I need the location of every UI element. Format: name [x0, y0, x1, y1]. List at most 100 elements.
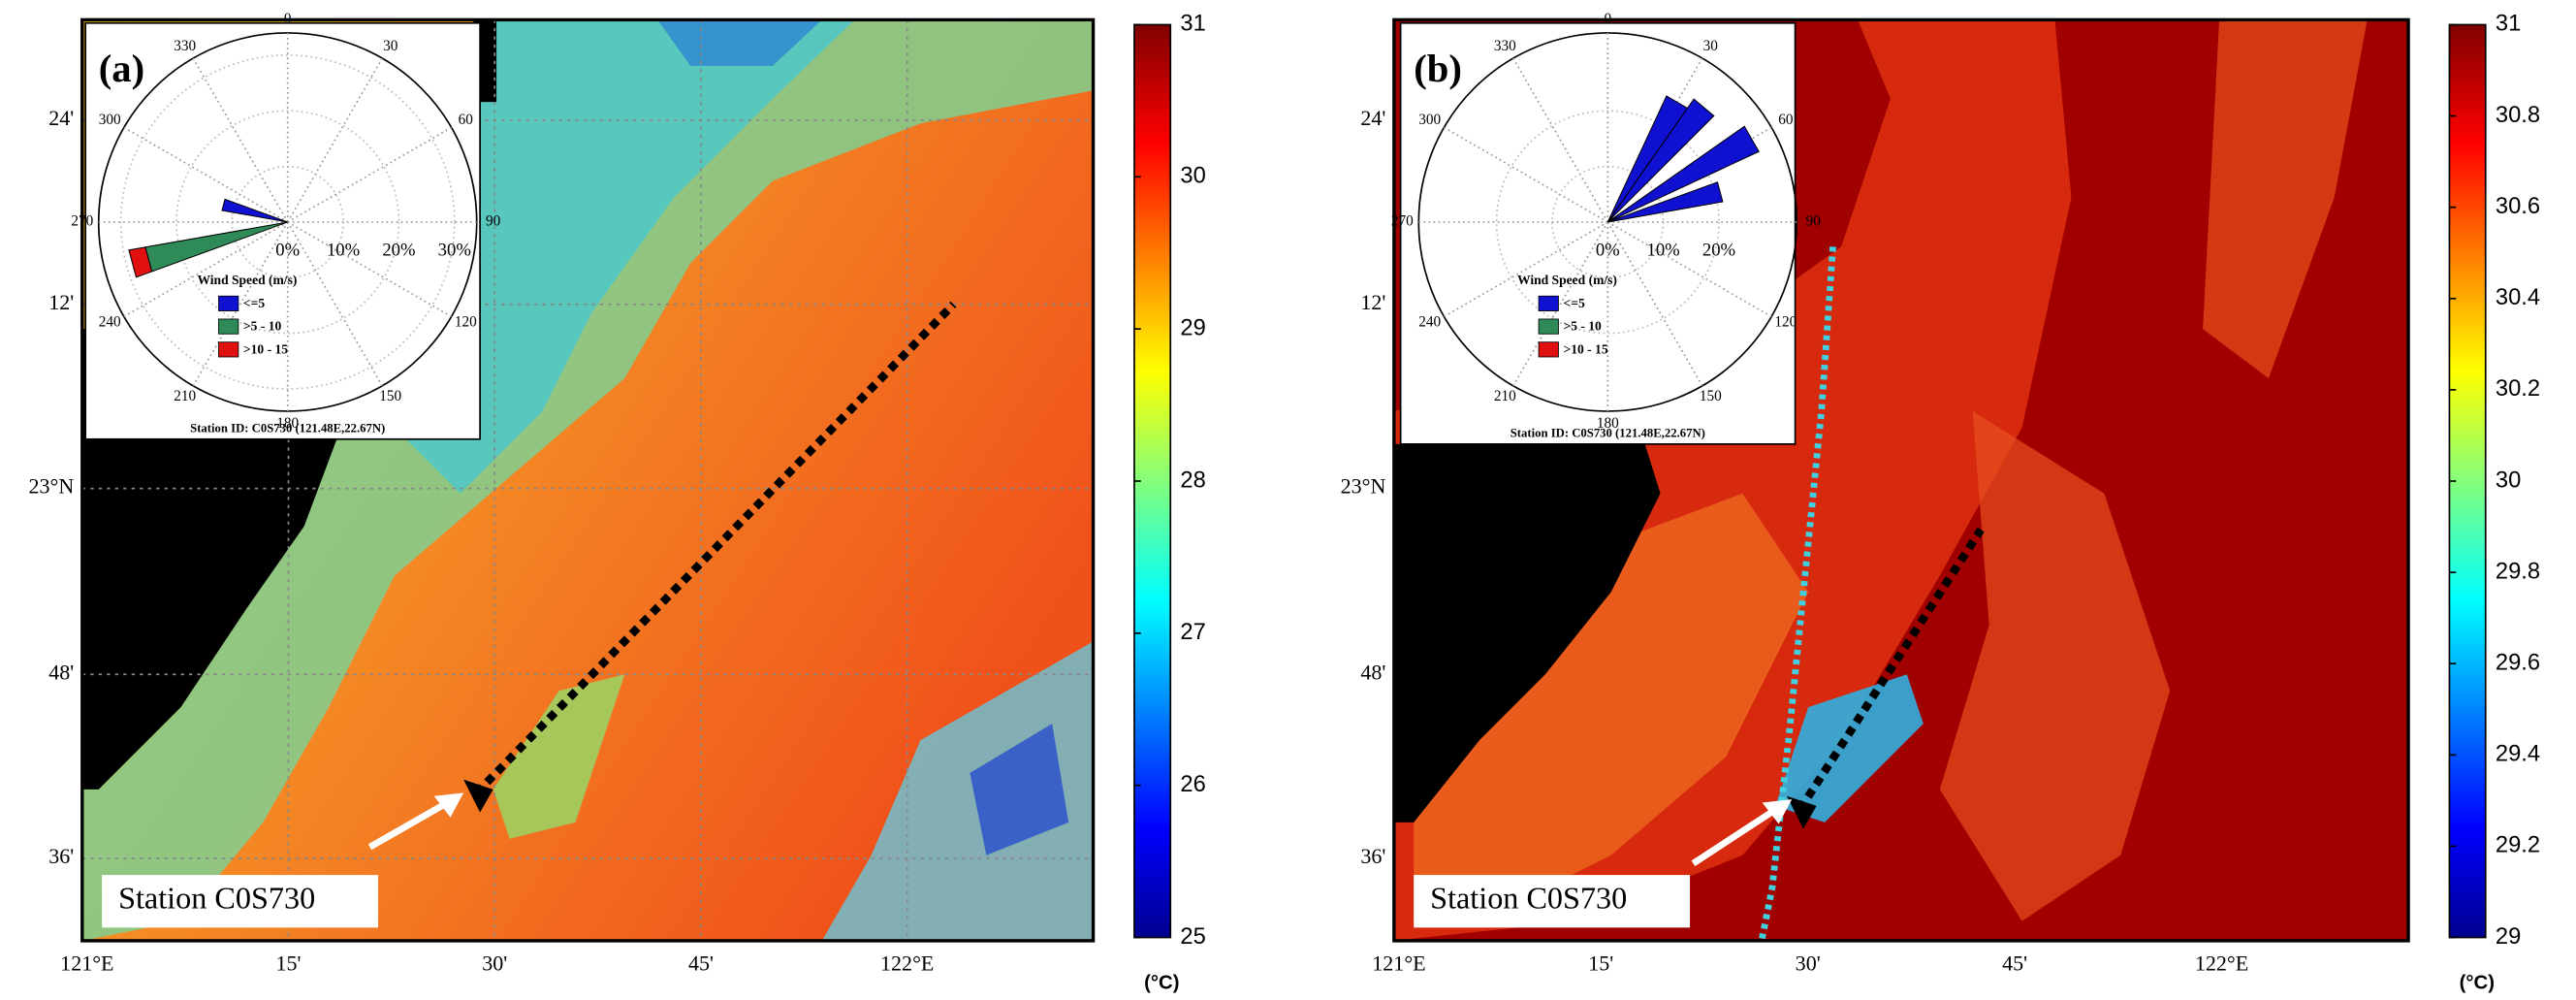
rose-radial-label: 0% [275, 241, 300, 261]
colorbar-tick-label: 27 [1180, 620, 1205, 645]
rose-spoke [286, 221, 383, 387]
y-axis-label: 24' [1360, 106, 1385, 130]
colorbar-tick-label: 29 [1180, 315, 1205, 340]
rose-angle-label: 270 [1391, 212, 1414, 229]
colorbar-tick-label: 30.8 [2496, 103, 2540, 128]
legend-swatch [218, 318, 239, 335]
map-frame [80, 17, 1096, 943]
rose-spoke [287, 221, 453, 318]
x-axis-label: 122°E [880, 951, 934, 975]
inset-label: (b) [1414, 47, 1462, 90]
rose-angle-label: 90 [1806, 212, 1822, 229]
legend-swatch [1538, 341, 1559, 358]
station-id: Station ID: C0S730 (121.48E,22.67N) [190, 422, 385, 435]
y-axis-label: 12' [1360, 290, 1385, 314]
y-axis-label: 23°N [1341, 474, 1386, 499]
station-marker [463, 779, 493, 813]
rose-angle-label: 300 [99, 112, 121, 128]
rose-angle-label: 240 [99, 314, 121, 331]
x-axis-label: 45' [2002, 951, 2027, 975]
y-axis-label: 48' [1360, 660, 1385, 684]
legend-swatch [218, 295, 239, 311]
rose-angle-label: 300 [1418, 112, 1441, 128]
colorbar-tick-label: 28 [1180, 468, 1205, 493]
colorbar-tick-label: 26 [1180, 772, 1205, 797]
colorbar-tick-label: 29.2 [2496, 833, 2540, 858]
rose-angle-label: 30 [383, 38, 398, 54]
colorbar-tick-label: 30 [2496, 468, 2521, 493]
rose-spoke [1606, 221, 1772, 318]
x-axis-label: 121°E [60, 951, 113, 975]
rose-petal [1607, 125, 1760, 223]
rose-angle-label: 0 [284, 11, 292, 27]
annotation: Station C0S730 [1430, 881, 1627, 916]
rose-ring [119, 54, 456, 390]
rose-radial-label: 20% [1702, 241, 1735, 261]
rose-spoke [1512, 221, 1609, 387]
rose-spoke [192, 221, 289, 387]
rose-angle-label: 60 [1778, 112, 1794, 128]
rose-angle-label: 0 [1604, 11, 1611, 27]
rose-petal [221, 198, 288, 223]
colorbar-unit: (°C) [1144, 972, 1179, 993]
colorbar-tick-label: 29.6 [2496, 650, 2540, 675]
rose-radial-label: 10% [327, 241, 360, 261]
rose-radial-label: 30% [438, 241, 471, 261]
rose-petal [1607, 181, 1724, 223]
rose-radial-label: 10% [1647, 241, 1680, 261]
rose-petal [128, 246, 153, 278]
y-axis-label: 23°N [29, 474, 75, 499]
rose-angle-label: 210 [174, 388, 196, 404]
colorbar-tick-label: 31 [1180, 12, 1205, 37]
rose-angle-label: 180 [1597, 415, 1619, 432]
y-axis-label: 48' [48, 660, 74, 684]
colorbar-tick-label: 31 [2496, 12, 2521, 37]
legend-swatch [218, 341, 239, 358]
legend-label: <=5 [243, 296, 265, 310]
colorbar-tick-label: 30 [1180, 164, 1205, 189]
rose-angle-label: 180 [276, 415, 299, 432]
rose-spoke [192, 57, 289, 223]
colorbar-tick-label: 29.4 [2496, 742, 2540, 767]
rose-spoke [1444, 126, 1608, 223]
annotation-arrowhead [433, 792, 464, 818]
annotation-box [1414, 875, 1691, 928]
annotation-arrowhead [1762, 799, 1793, 824]
rose-radial-label: 20% [382, 241, 415, 261]
rose-angle-label: 240 [1418, 314, 1441, 331]
rose-angle-label: 270 [71, 212, 93, 229]
rose-spoke [1444, 221, 1608, 318]
y-axis-label: 36' [1360, 844, 1385, 868]
rose-petal [1606, 98, 1715, 223]
x-axis-label: 15' [276, 951, 302, 975]
annotation-arrow [367, 797, 453, 851]
colorbar-tick-label: 25 [1180, 924, 1205, 950]
colorbar-tick-label: 29 [2496, 924, 2521, 950]
x-axis-label: 121°E [1372, 951, 1425, 975]
rose-angle-label: 120 [455, 314, 477, 331]
rose-angle-label: 330 [1494, 38, 1516, 54]
colorbar-tick-label: 30.4 [2496, 285, 2540, 310]
rose-angle-label: 210 [1494, 388, 1516, 404]
y-axis-label: 24' [48, 106, 74, 130]
station-id: Station ID: C0S730 (121.48E,22.67N) [1511, 427, 1705, 440]
legend-label: >5 - 10 [1564, 319, 1603, 334]
rose-ring [231, 165, 344, 279]
inset-box [1399, 21, 1797, 445]
rose-angle-label: 330 [174, 38, 196, 54]
x-axis-label: 15' [1588, 951, 1613, 975]
rose-ring [1551, 165, 1665, 279]
rose-spoke [123, 126, 289, 223]
legend-label: >5 - 10 [243, 319, 282, 334]
y-axis-label: 36' [48, 844, 74, 868]
rose-angle-label: 150 [379, 388, 401, 404]
rose-radial-label: 0% [1596, 241, 1620, 261]
x-axis-label: 122°E [2195, 951, 2248, 975]
rose-spoke [286, 57, 383, 223]
x-axis-label: 30' [482, 951, 507, 975]
legend-title: Wind Speed (m/s) [197, 273, 297, 288]
annotation-box [102, 875, 378, 928]
sst-map-a [81, 19, 1094, 941]
